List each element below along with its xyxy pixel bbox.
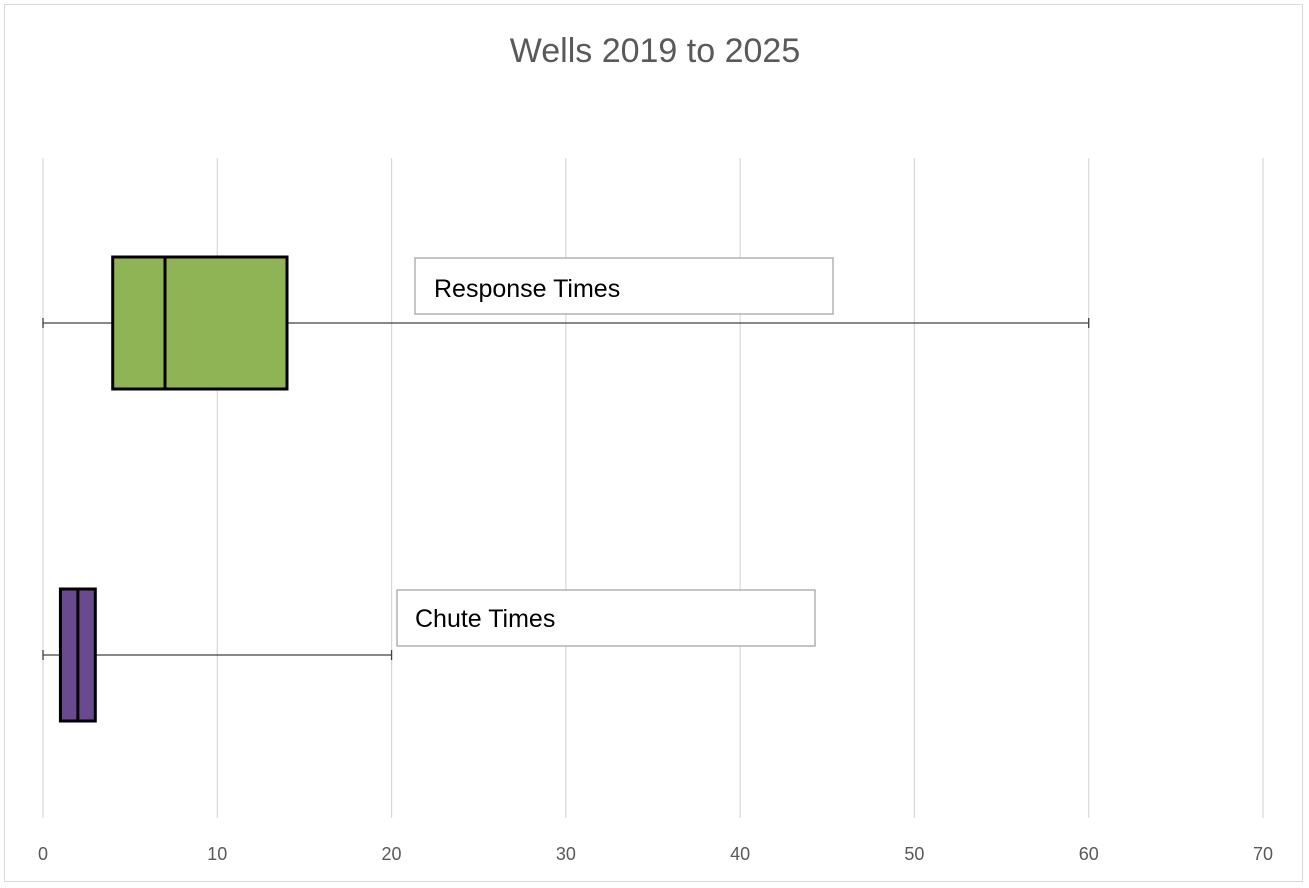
chute-times-label-box xyxy=(396,589,816,647)
chart-frame xyxy=(4,4,1303,882)
x-tick-label-70: 70 xyxy=(1253,844,1273,864)
box-response-times xyxy=(42,255,1090,391)
label-chute-times: Chute Times xyxy=(396,589,816,647)
x-tick-label-40: 40 xyxy=(730,844,750,864)
x-axis-tick-labels: 0 10 20 30 40 50 60 70 xyxy=(38,844,1273,864)
response-times-iqr-box xyxy=(111,255,289,391)
x-tick-label-60: 60 xyxy=(1079,844,1099,864)
box-series xyxy=(42,255,1090,723)
chute-times-label-text: Chute Times xyxy=(415,605,555,633)
x-tick-label-50: 50 xyxy=(904,844,924,864)
data-labels: Response Times Chute Times xyxy=(396,257,834,647)
label-response-times: Response Times xyxy=(414,257,834,315)
x-tick-label-10: 10 xyxy=(207,844,227,864)
response-times-label-text: Response Times xyxy=(434,275,620,303)
x-tick-label-0: 0 xyxy=(38,844,48,864)
x-tick-label-30: 30 xyxy=(556,844,576,864)
x-tick-label-20: 20 xyxy=(382,844,402,864)
response-times-label-box xyxy=(414,257,834,315)
box-chute-times xyxy=(42,587,393,723)
chart-title: Wells 2019 to 2025 xyxy=(510,32,800,70)
